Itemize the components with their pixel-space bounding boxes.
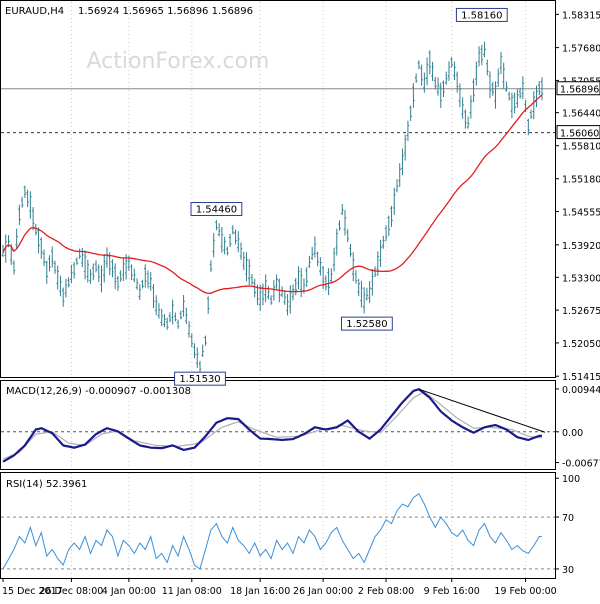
current-price-box (556, 81, 600, 96)
current-price-label: 1.56896 (560, 85, 599, 96)
price-annotation-box (455, 7, 508, 22)
time-axis-label: 15 Dec 2017 (2, 586, 63, 597)
watermark: ActionForex.com (87, 49, 270, 74)
support-price-label: 1.56060 (560, 129, 599, 140)
time-axis-label: 19 Feb 00:00 (494, 586, 556, 597)
price-axis-label: 1.54555 (562, 208, 600, 219)
macd-signal-line (2, 391, 543, 460)
price-annotation-label: 1.54460 (196, 205, 237, 216)
time-axis-label: 4 Jan 00:00 (102, 586, 156, 597)
time-axis-label: 2 Feb 08:00 (358, 586, 414, 597)
price-axis-label: 1.52675 (562, 306, 600, 317)
price-axis-label: 1.52050 (562, 339, 600, 350)
price-axis-label: 1.58315 (562, 10, 600, 21)
rsi-panel (0, 472, 556, 579)
moving-average-line (2, 94, 543, 295)
price-annotation-box (190, 202, 243, 217)
price-annotation-label: 1.51530 (179, 374, 220, 385)
macd-title: MACD(12,26,9) -0.000907 -0.001308 (6, 386, 191, 397)
macd-axis-label: -0.006778 (562, 459, 600, 470)
rsi-axis-label: 100 (562, 474, 580, 485)
price-annotation-label: 1.52580 (346, 319, 387, 330)
price-axis-label: 1.51415 (562, 372, 600, 383)
macd-trendline (418, 388, 546, 433)
price-annotation-box (340, 316, 393, 331)
price-axis-label: 1.57680 (562, 44, 600, 55)
macd-axis-label: 0.009447 (562, 385, 600, 396)
time-axis-label: 9 Feb 16:00 (424, 586, 480, 597)
line-layer (2, 94, 546, 570)
candle-layer (1, 41, 544, 372)
rsi-axis-label: 30 (562, 565, 574, 576)
macd-panel (0, 380, 556, 470)
macd-line (2, 387, 543, 463)
support-price-box (556, 125, 600, 140)
price-annotation-label: 1.58160 (461, 10, 502, 21)
price-panel (0, 0, 556, 378)
time-axis-label: 11 Jan 08:00 (162, 586, 222, 597)
price-axis-label: 1.55180 (562, 175, 600, 186)
price-axis-label: 1.55810 (562, 142, 600, 153)
price-axis-label: 1.56440 (562, 109, 600, 120)
ohlc-values: 1.56924 1.56965 1.56896 1.56896 (78, 6, 253, 17)
time-axis-label: 26 Dec 08:00 (39, 586, 103, 597)
symbol-label: EURAUD,H4 (5, 6, 64, 17)
grid-layer (1, 2, 555, 578)
time-axis-label: 26 Jan 00:00 (293, 586, 353, 597)
price-axis-label: 1.53300 (562, 273, 600, 284)
price-axis-label: 1.53920 (562, 241, 600, 252)
rsi-axis-label: 70 (562, 513, 574, 524)
axis-layer: 1.583151.576801.570551.564401.558101.551… (2, 10, 600, 597)
price-annotation-box (174, 371, 226, 386)
time-axis-label: 18 Jan 16:00 (230, 586, 290, 597)
rsi-title: RSI(14) 52.3961 (6, 479, 87, 490)
rsi-line (2, 492, 543, 570)
label-layer: 1.58160 1.54460 1.52580 1.51530 (174, 7, 508, 386)
macd-axis-label: 0.00 (562, 428, 583, 439)
